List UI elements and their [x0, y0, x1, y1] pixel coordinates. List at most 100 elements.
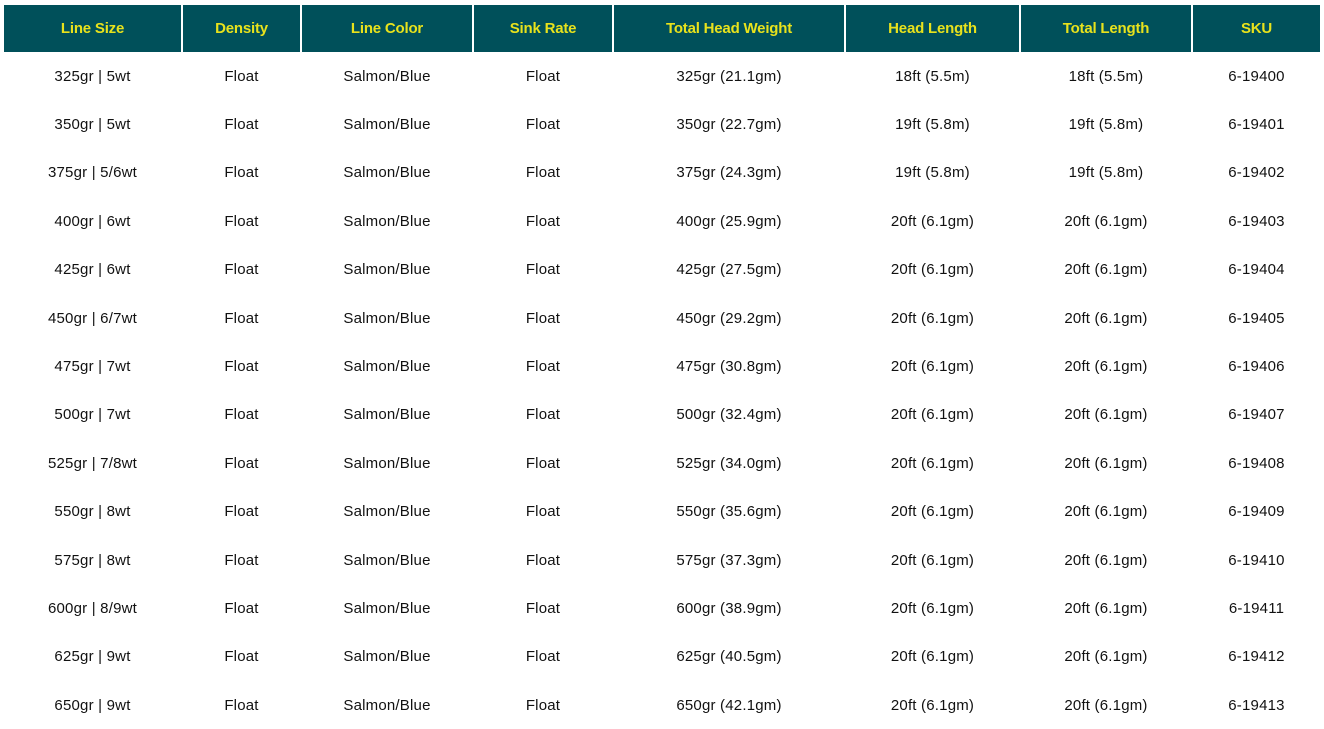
cell-sku: 6-19400 [1228, 67, 1285, 85]
cell-total-length: 20ft (6.1gm) [1064, 551, 1148, 569]
cell-line-color: Salmon/Blue [343, 67, 431, 85]
table-row: 650gr | 9wt Float Salmon/Blue Float 650gr (4… [4, 681, 1320, 729]
cell-sink-rate: Float [525, 503, 561, 521]
cell-sku: 6-19403 [1228, 212, 1285, 230]
cell-line-color: Salmon/Blue [343, 358, 431, 376]
cell-line-size: 350gr | 5wt [54, 116, 131, 134]
cell-total-length: 20ft (6.1gm) [1064, 406, 1148, 424]
cell-line-size: 525gr | 7/8wt [47, 454, 138, 472]
cell-line-size: 425gr | 6wt [54, 261, 131, 279]
cell-line-size: 375gr | 5/6wt [47, 164, 138, 182]
cell-line-color: Salmon/Blue [343, 261, 431, 279]
cell-sink-rate: Float [525, 309, 561, 327]
cell-sku: 6-19402 [1228, 164, 1285, 182]
cell-total-length: 20ft (6.1gm) [1064, 599, 1148, 617]
cell-density: Float [224, 164, 259, 182]
cell-density: Float [224, 648, 259, 666]
cell-head-length: 20ft (6.1gm) [890, 358, 975, 376]
table-row: 500gr | 7wt Float Salmon/Blue Float 500gr (3… [4, 391, 1320, 439]
cell-line-size: 450gr | 6/7wt [47, 309, 138, 327]
cell-total-head-weight: 350gr (22.7gm) [676, 116, 782, 134]
cell-total-length: 20ft (6.1gm) [1064, 648, 1148, 666]
table-row: 550gr | 8wt Float Salmon/Blue Float 550gr (3… [4, 488, 1320, 536]
cell-sink-rate: Float [525, 599, 561, 617]
cell-sku: 6-19401 [1228, 116, 1285, 134]
cell-density: Float [224, 116, 259, 134]
cell-head-length: 20ft (6.1gm) [890, 261, 975, 279]
cell-head-length: 19ft (5.8m) [895, 164, 970, 182]
table-row: 600gr | 8/9wt Float Salmon/Blue Float 600gr … [4, 584, 1320, 632]
cell-total-length: 20ft (6.1gm) [1064, 261, 1148, 279]
cell-total-head-weight: 400gr (25.9gm) [676, 212, 782, 230]
cell-head-length: 20ft (6.1gm) [890, 406, 975, 424]
cell-sku: 6-19410 [1228, 551, 1285, 569]
cell-total-head-weight: 475gr (30.8gm) [676, 358, 782, 376]
cell-sink-rate: Float [525, 406, 561, 424]
cell-total-length: 20ft (6.1gm) [1064, 358, 1148, 376]
cell-density: Float [224, 309, 259, 327]
cell-total-length: 20ft (6.1gm) [1064, 454, 1148, 472]
cell-sku: 6-19404 [1228, 261, 1285, 279]
cell-head-length: 20ft (6.1gm) [890, 503, 975, 521]
cell-line-color: Salmon/Blue [343, 212, 431, 230]
table-body: 325gr | 5wt Float Salmon/Blue Float 325gr (2… [4, 52, 1320, 729]
header-line-color: Line Color [302, 5, 472, 52]
cell-sink-rate: Float [525, 648, 561, 666]
cell-line-color: Salmon/Blue [343, 164, 431, 182]
cell-line-size: 650gr | 9wt [54, 696, 131, 714]
cell-line-color: Salmon/Blue [343, 116, 431, 134]
cell-head-length: 20ft (6.1gm) [890, 648, 975, 666]
cell-sink-rate: Float [525, 358, 561, 376]
cell-line-size: 575gr | 8wt [54, 551, 131, 569]
cell-total-length: 20ft (6.1gm) [1064, 696, 1148, 714]
cell-line-color: Salmon/Blue [343, 599, 431, 617]
table-row: 400gr | 6wt Float Salmon/Blue Float 400gr (2… [4, 197, 1320, 245]
table-row: 450gr | 6/7wt Float Salmon/Blue Float 450gr … [4, 294, 1320, 342]
cell-head-length: 20ft (6.1gm) [890, 454, 975, 472]
cell-line-size: 475gr | 7wt [54, 358, 131, 376]
cell-density: Float [224, 406, 259, 424]
cell-sku: 6-19413 [1228, 696, 1285, 714]
cell-sink-rate: Float [525, 551, 561, 569]
cell-total-length: 18ft (5.5m) [1068, 67, 1144, 85]
cell-density: Float [224, 261, 259, 279]
cell-head-length: 20ft (6.1gm) [890, 309, 975, 327]
cell-total-head-weight: 500gr (32.4gm) [676, 406, 782, 424]
cell-sku: 6-19411 [1228, 599, 1285, 617]
header-sink-rate: Sink Rate [474, 5, 612, 52]
cell-total-head-weight: 650gr (42.1gm) [676, 696, 782, 714]
cell-total-head-weight: 625gr (40.5gm) [676, 648, 782, 666]
cell-line-size: 500gr | 7wt [54, 406, 131, 424]
cell-total-length: 20ft (6.1gm) [1064, 503, 1148, 521]
table-row: 525gr | 7/8wt Float Salmon/Blue Float 525gr … [4, 439, 1320, 487]
cell-total-length: 20ft (6.1gm) [1064, 212, 1148, 230]
cell-total-head-weight: 525gr (34.0gm) [676, 454, 782, 472]
cell-line-color: Salmon/Blue [343, 503, 431, 521]
cell-sku: 6-19412 [1228, 648, 1285, 666]
cell-density: Float [224, 503, 259, 521]
cell-line-size: 625gr | 9wt [54, 648, 131, 666]
cell-total-head-weight: 600gr (38.9gm) [676, 599, 782, 617]
cell-line-color: Salmon/Blue [343, 309, 431, 327]
cell-total-head-weight: 550gr (35.6gm) [676, 503, 782, 521]
cell-total-length: 19ft (5.8m) [1068, 164, 1144, 182]
cell-head-length: 20ft (6.1gm) [890, 696, 975, 714]
cell-sink-rate: Float [525, 67, 561, 85]
table-row: 625gr | 9wt Float Salmon/Blue Float 625gr (4… [4, 633, 1320, 681]
cell-total-head-weight: 375gr (24.3gm) [676, 164, 782, 182]
cell-line-color: Salmon/Blue [343, 406, 431, 424]
cell-total-head-weight: 450gr (29.2gm) [676, 309, 782, 327]
cell-sink-rate: Float [525, 261, 561, 279]
header-head-length: Head Length [846, 5, 1019, 52]
line-spec-table: Line Size Density Line Color Sink Rate Total… [2, 5, 1322, 729]
cell-sink-rate: Float [525, 116, 561, 134]
cell-total-head-weight: 575gr (37.3gm) [676, 551, 782, 569]
cell-line-color: Salmon/Blue [343, 696, 431, 714]
header-total-head-weight: Total Head Weight [614, 5, 844, 52]
header-row: Line Size Density Line Color Sink Rate Total… [4, 5, 1320, 52]
cell-head-length: 18ft (5.5m) [895, 67, 970, 85]
table-row: 350gr | 5wt Float Salmon/Blue Float 350gr (2… [4, 100, 1320, 148]
cell-line-color: Salmon/Blue [343, 454, 431, 472]
cell-total-length: 19ft (5.8m) [1068, 116, 1144, 134]
cell-density: Float [224, 551, 259, 569]
